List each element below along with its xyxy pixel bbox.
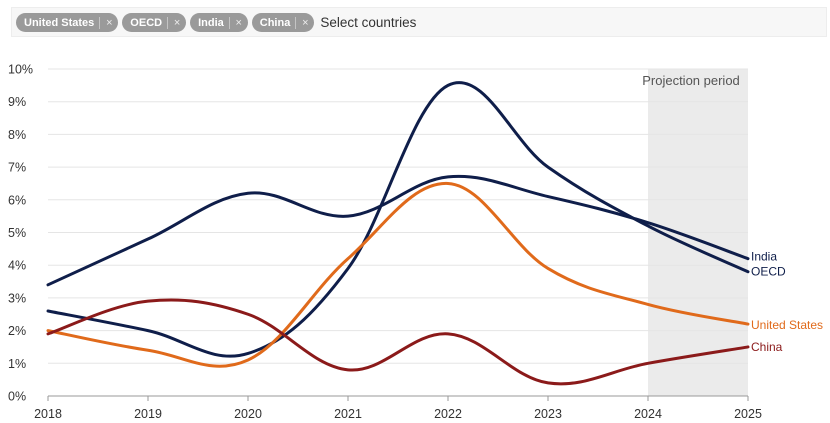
chip-united-states[interactable]: United States ×	[16, 13, 119, 32]
series-label-china: China	[751, 340, 783, 354]
x-tick-label: 2025	[734, 407, 762, 421]
x-tick-label: 2020	[234, 407, 262, 421]
y-tick-label: 10%	[8, 63, 33, 77]
chip-divider	[295, 16, 297, 29]
y-tick-label: 5%	[8, 226, 26, 240]
x-tick-label: 2021	[334, 407, 362, 421]
series-line-oecd	[46, 81, 750, 358]
y-tick-label: 4%	[8, 259, 26, 273]
series-line-china	[46, 298, 750, 386]
chip-divider	[167, 16, 169, 29]
chip-india[interactable]: India ×	[190, 13, 248, 32]
chip-divider	[228, 16, 230, 29]
projection-label: Projection period	[642, 73, 740, 88]
close-icon[interactable]: ×	[302, 16, 309, 29]
x-tick-label: 2022	[434, 407, 462, 421]
x-tick-label: 2018	[34, 407, 62, 421]
chip-label: United States	[24, 16, 95, 29]
series-label-india: India	[751, 250, 777, 264]
x-tick-label: 2019	[134, 407, 162, 421]
chip-label: OECD	[130, 16, 163, 29]
series-line-india	[46, 174, 750, 287]
chip-china[interactable]: China ×	[251, 13, 315, 32]
y-tick-label: 3%	[8, 291, 26, 305]
y-tick-label: 1%	[8, 357, 26, 371]
country-filter-bar: United States × OECD × India × China × S…	[11, 7, 827, 37]
y-tick-label: 8%	[8, 128, 26, 142]
x-tick-label: 2023	[534, 407, 562, 421]
y-tick-label: 6%	[8, 193, 26, 207]
y-tick-label: 7%	[8, 161, 26, 175]
y-tick-label: 0%	[8, 390, 26, 404]
chip-label: India	[198, 16, 224, 29]
series-label-united-states: United States	[751, 318, 823, 332]
series-label-oecd: OECD	[751, 265, 786, 279]
close-icon[interactable]: ×	[106, 16, 113, 29]
close-icon[interactable]: ×	[235, 16, 242, 29]
y-tick-label: 9%	[8, 95, 26, 109]
close-icon[interactable]: ×	[173, 16, 181, 29]
chip-oecd[interactable]: OECD ×	[122, 13, 187, 32]
y-tick-label: 2%	[8, 324, 26, 338]
series-line-united-states	[46, 181, 750, 368]
x-tick-label: 2024	[634, 407, 662, 421]
select-countries-input[interactable]: Select countries	[320, 15, 417, 30]
chip-label: China	[259, 16, 291, 29]
chip-divider	[99, 16, 101, 29]
country-chips: United States × OECD × India × China × S…	[16, 13, 416, 32]
